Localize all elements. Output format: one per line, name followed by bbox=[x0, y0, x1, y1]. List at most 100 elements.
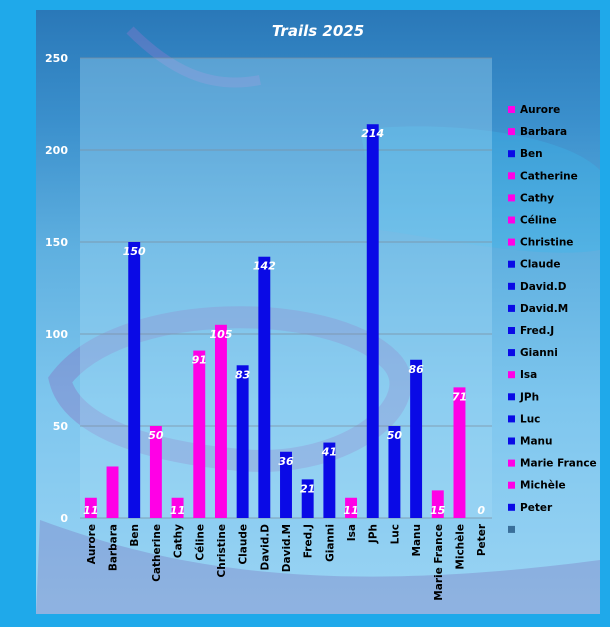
legend-label: Aurore bbox=[520, 104, 560, 116]
legend-label: Isa bbox=[520, 369, 537, 381]
y-tick-label: 150 bbox=[45, 236, 68, 249]
x-tick-label: Christine bbox=[216, 524, 228, 577]
data-label: 83 bbox=[235, 368, 251, 381]
data-label: 71 bbox=[452, 390, 467, 403]
x-tick-label: Ben bbox=[129, 524, 141, 547]
bar-aurore bbox=[84, 497, 97, 518]
x-axis-ticks: Aurore Barbara Ben Catherine Cathy Céline Chri… bbox=[86, 523, 488, 601]
bar-gianni bbox=[323, 442, 336, 518]
bar-fred-j bbox=[301, 479, 314, 518]
legend-label: Céline bbox=[520, 215, 557, 227]
legend-swatch bbox=[508, 282, 515, 290]
x-tick-label: David.M bbox=[281, 524, 293, 572]
bar-jph bbox=[366, 124, 379, 519]
bar-isa bbox=[345, 497, 358, 518]
data-label: 41 bbox=[321, 446, 337, 459]
y-tick-label: 250 bbox=[45, 52, 68, 65]
y-tick-label: 50 bbox=[53, 420, 69, 433]
legend-label: Peter bbox=[520, 502, 553, 514]
legend-swatch bbox=[508, 304, 515, 312]
bar-claude bbox=[236, 365, 249, 518]
bar-ben bbox=[128, 242, 141, 518]
plot-area bbox=[80, 58, 492, 518]
data-label: 11 bbox=[83, 504, 98, 517]
legend-swatch bbox=[508, 150, 515, 158]
x-tick-label: Barbara bbox=[108, 524, 120, 571]
legend-label: Gianni bbox=[520, 347, 558, 359]
data-label: 36 bbox=[278, 455, 294, 468]
bar-luc bbox=[388, 426, 401, 518]
legend-swatch bbox=[508, 415, 515, 423]
x-tick-label: Catherine bbox=[151, 524, 163, 582]
x-tick-label: Fred.J bbox=[303, 524, 315, 558]
legend-swatch bbox=[508, 437, 515, 445]
y-axis-ticks: 0 50 100 150 200 250 bbox=[45, 52, 68, 525]
legend-swatch bbox=[508, 238, 515, 246]
data-label: 142 bbox=[253, 260, 276, 273]
legend-swatch bbox=[508, 459, 515, 467]
data-label: 50 bbox=[148, 429, 164, 442]
legend-swatch bbox=[508, 106, 515, 113]
legend-label: Catherine bbox=[520, 170, 578, 182]
legend-label: Michèle bbox=[520, 480, 566, 492]
data-label: 11 bbox=[170, 504, 185, 517]
x-tick-label: Gianni bbox=[324, 524, 336, 562]
x-tick-label: Peter bbox=[476, 523, 488, 556]
y-tick-label: 200 bbox=[45, 144, 68, 157]
legend-label: Cathy bbox=[520, 192, 554, 204]
x-tick-label: JPh bbox=[368, 524, 380, 544]
x-tick-label: Luc bbox=[389, 524, 401, 544]
legend-label: Fred.J bbox=[520, 325, 554, 337]
background-decoration bbox=[36, 26, 600, 614]
legend-swatch bbox=[508, 371, 515, 379]
bar-mich-le bbox=[453, 387, 466, 518]
data-label: 0 bbox=[477, 504, 485, 517]
legend-label: Claude bbox=[520, 259, 561, 271]
bar-marie-france bbox=[431, 490, 444, 518]
legend-label: Barbara bbox=[520, 126, 567, 138]
data-label: 91 bbox=[192, 354, 207, 367]
legend-label: Ben bbox=[520, 148, 543, 160]
legend-swatch bbox=[508, 327, 515, 334]
legend-swatch bbox=[508, 216, 515, 224]
legend-swatch bbox=[508, 481, 515, 489]
legend-label: JPh bbox=[519, 391, 539, 403]
data-label: 214 bbox=[361, 127, 384, 140]
x-tick-label: Aurore bbox=[86, 524, 98, 564]
legend-swatch bbox=[508, 503, 515, 511]
data-label: 105 bbox=[209, 328, 232, 341]
legend-swatch bbox=[508, 393, 515, 401]
bar-cathy bbox=[171, 497, 184, 518]
x-tick-label: Isa bbox=[346, 524, 358, 541]
data-label: 15 bbox=[430, 504, 446, 517]
legend-label: David.M bbox=[520, 303, 568, 315]
y-tick-label: 0 bbox=[60, 512, 68, 525]
bars bbox=[84, 124, 466, 519]
y-tick-label: 100 bbox=[45, 328, 68, 341]
legend-label: Manu bbox=[520, 436, 552, 448]
bar-manu bbox=[410, 359, 423, 518]
legend-label: Marie France bbox=[520, 458, 597, 470]
data-label: 150 bbox=[123, 245, 146, 258]
bar-c-line bbox=[193, 350, 206, 518]
x-tick-label: Céline bbox=[194, 524, 206, 561]
legend-swatch bbox=[508, 172, 515, 180]
legend-swatch bbox=[508, 349, 515, 357]
data-label: 86 bbox=[408, 363, 424, 376]
bar-david-d bbox=[258, 256, 271, 518]
x-tick-label: Cathy bbox=[173, 524, 185, 558]
legend-label: Luc bbox=[520, 413, 540, 425]
x-tick-label: Manu bbox=[411, 524, 423, 556]
data-label: 50 bbox=[387, 429, 403, 442]
chart-title: Trails 2025 bbox=[272, 22, 364, 40]
data-label: 21 bbox=[300, 482, 315, 495]
x-tick-label: David.D bbox=[259, 524, 271, 571]
gridlines bbox=[80, 57, 492, 519]
legend-swatch bbox=[508, 525, 515, 533]
bar-catherine bbox=[149, 426, 162, 518]
bar-christine bbox=[214, 324, 227, 518]
legend-swatch bbox=[508, 128, 515, 136]
